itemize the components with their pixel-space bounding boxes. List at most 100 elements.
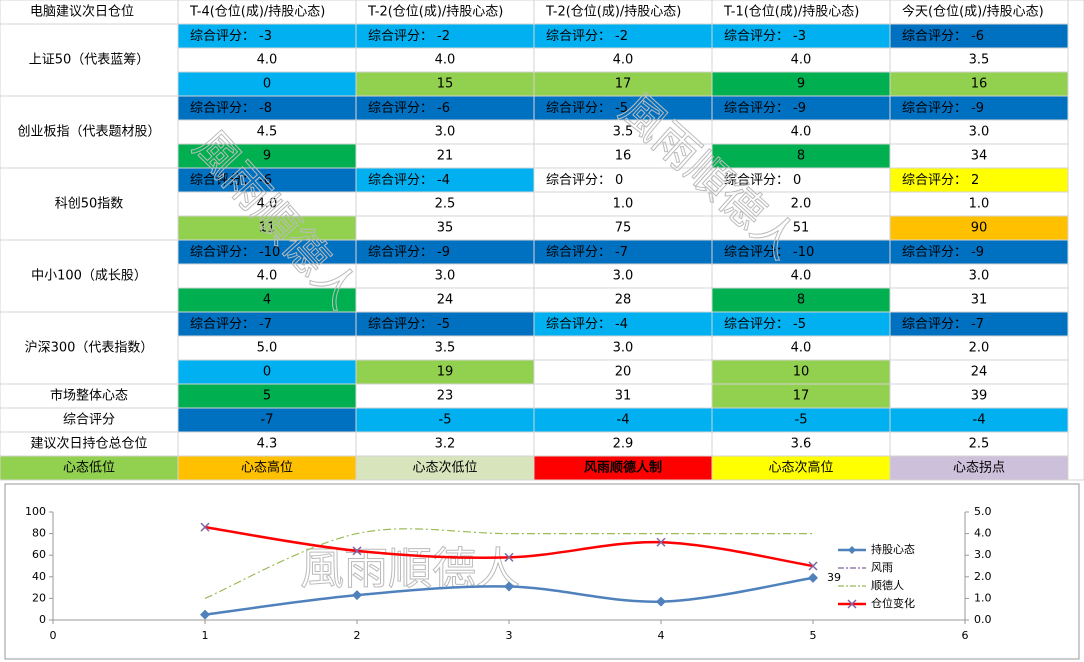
score-text: 综合评分： -5 [724, 317, 806, 332]
score-prefix: 综合评分： [546, 173, 611, 188]
summary-text: 17 [793, 389, 810, 404]
point [200, 609, 210, 620]
score-value: -6 [971, 29, 984, 44]
position-text: 2.5 [435, 197, 456, 212]
position-cell [711, 191, 891, 217]
legend-cell-text: 风雨顺德人制 [584, 460, 662, 476]
position-text: 3.5 [435, 341, 456, 356]
summary-label: 综合评分 [63, 413, 115, 428]
score-text: 综合评分： -8 [190, 101, 272, 116]
score-prefix: 综合评分： [190, 101, 255, 116]
position-cell [355, 119, 535, 145]
score-text: 综合评分： -5 [368, 317, 450, 332]
score-value: -9 [971, 245, 984, 260]
position-text: 4.0 [791, 269, 812, 284]
score-prefix: 综合评分： [190, 317, 255, 332]
y-tick-label: 40 [32, 570, 46, 583]
score-prefix: 综合评分： [546, 317, 611, 332]
legend-cell [0, 455, 179, 481]
mood-text: 24 [971, 365, 988, 380]
score-cell [177, 311, 357, 337]
score-text: 综合评分： -7 [546, 245, 628, 260]
mood-text: 9 [263, 149, 271, 164]
point [352, 590, 362, 601]
legend-label: 仓位变化 [871, 596, 915, 610]
score-cell [889, 95, 1069, 121]
position-cell [711, 263, 891, 289]
summary-label: 建议次日持仓总仓位 [30, 436, 147, 452]
position-text: 4.0 [791, 125, 812, 140]
score-text: 综合评分： 0 [546, 173, 623, 188]
position-text: 3.0 [969, 125, 990, 140]
position-cell [533, 47, 713, 73]
score-prefix: 综合评分： [546, 29, 611, 44]
mood-text: 11 [259, 221, 276, 236]
score-cell [355, 95, 535, 121]
mood-cell [355, 71, 535, 97]
score-text: 综合评分： -4 [546, 317, 628, 332]
score-text: 综合评分： -9 [724, 101, 806, 116]
mood-cell [355, 143, 535, 169]
position-text: 3.0 [435, 125, 456, 140]
mood-text: 75 [615, 221, 632, 236]
mood-cell [889, 359, 1069, 385]
mood-cell [533, 359, 713, 385]
y2-tick-label: 1.0 [974, 591, 992, 604]
mood-text: 16 [615, 149, 632, 164]
mood-text: 34 [971, 149, 988, 164]
score-prefix: 综合评分： [190, 29, 255, 44]
x-tick-label: 1 [202, 629, 209, 642]
summary-cell [355, 407, 535, 433]
mood-cell [889, 287, 1069, 313]
mood-text: 35 [437, 221, 454, 236]
position-text: 1.0 [613, 197, 634, 212]
score-prefix: 综合评分： [724, 245, 789, 260]
score-text: 综合评分： -9 [368, 245, 450, 260]
score-prefix: 综合评分： [546, 101, 611, 116]
summary-cell [889, 407, 1069, 433]
score-prefix: 综合评分： [368, 245, 433, 260]
data-label: 39 [827, 571, 841, 584]
mood-cell [711, 215, 891, 241]
score-prefix: 综合评分： [902, 245, 967, 260]
score-text: 综合评分： -9 [902, 101, 984, 116]
summary-text: 39 [971, 389, 988, 404]
mood-cell [711, 143, 891, 169]
score-text: 综合评分： -10 [190, 245, 280, 260]
mood-text: 21 [437, 149, 454, 164]
position-text: 4.0 [613, 53, 634, 68]
point [656, 596, 666, 607]
position-text: 2.0 [969, 341, 990, 356]
position-cell [177, 47, 357, 73]
mood-text: 51 [793, 221, 810, 236]
position-cell [889, 335, 1069, 361]
point [352, 546, 362, 556]
score-cell [889, 167, 1069, 193]
summary-cell [711, 383, 891, 409]
score-cell [533, 167, 713, 193]
summary-label-cell [0, 407, 179, 433]
mood-cell [177, 71, 357, 97]
group-label: 沪深300（代表指数） [25, 340, 154, 356]
score-cell [355, 23, 535, 49]
score-value: -9 [971, 101, 984, 116]
score-text: 综合评分： 2 [902, 173, 979, 188]
score-prefix: 综合评分： [724, 317, 789, 332]
position-cell [533, 191, 713, 217]
score-prefix: 综合评分： [902, 29, 967, 44]
mood-text: 19 [437, 365, 454, 380]
x-tick-label: 3 [506, 629, 513, 642]
y2-tick-label: 3.0 [974, 548, 992, 561]
position-text: 4.5 [257, 125, 278, 140]
mood-text: 4 [263, 293, 271, 308]
position-text: 3.0 [435, 269, 456, 284]
legend-label: 持股心态 [871, 542, 915, 556]
point [504, 581, 514, 592]
score-text: 综合评分： 0 [724, 173, 801, 188]
position-text: 1.0 [969, 197, 990, 212]
summary-label-cell [0, 431, 179, 457]
mood-cell [533, 287, 713, 313]
y-tick-label: 100 [25, 505, 46, 518]
score-value: -5 [793, 317, 806, 332]
